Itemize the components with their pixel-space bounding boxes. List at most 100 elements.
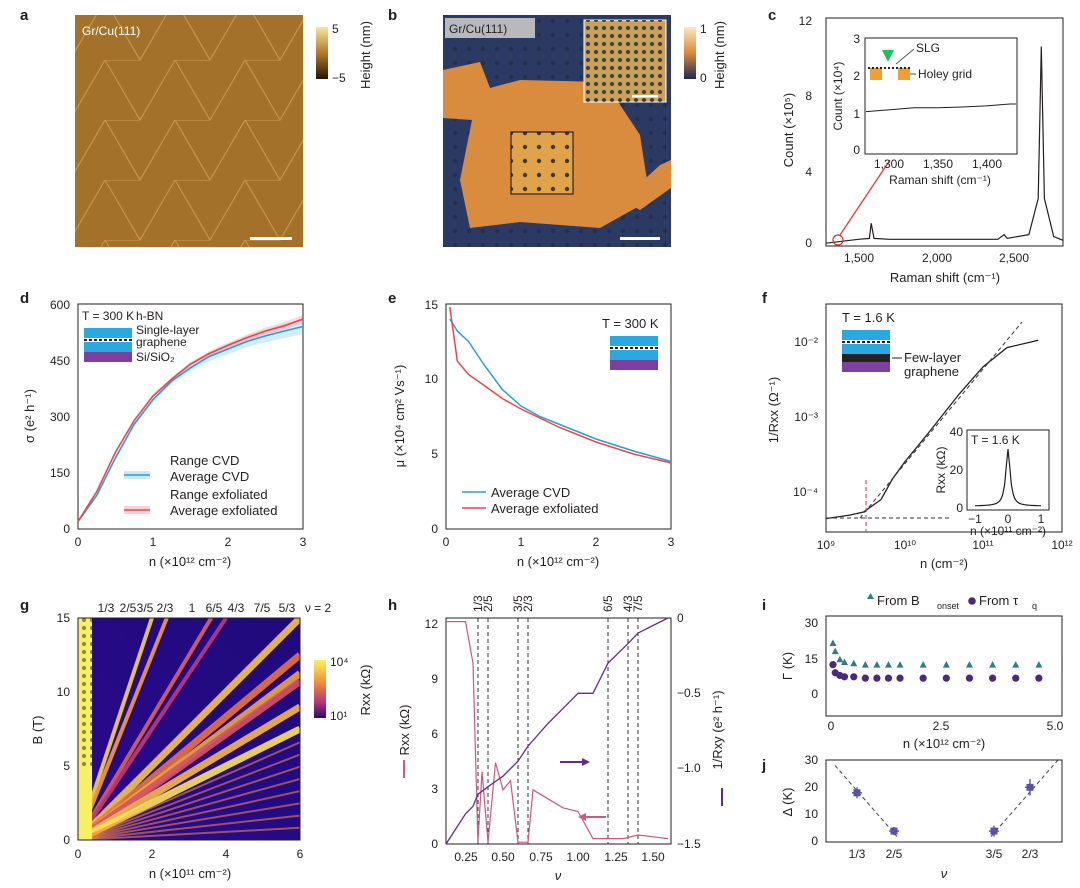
- i-ytick-0: 0: [811, 687, 818, 701]
- j-xtick-3: 2/3: [1022, 847, 1039, 861]
- i-point-bonset: [873, 661, 881, 668]
- d-legend-0: Range CVD: [170, 453, 239, 468]
- sample-label-bg-b: [445, 18, 535, 38]
- f-xtick-0: 10⁹: [817, 538, 836, 552]
- e-xtick-3: 3: [668, 535, 675, 549]
- c-xtick-0: 1,500: [844, 251, 874, 265]
- f-inset-xtick-2: 1: [1038, 512, 1045, 526]
- h-ytick-r-0: 0: [677, 611, 684, 625]
- graphene-flake-b2: [622, 160, 671, 210]
- i-point-bonset: [831, 647, 839, 655]
- f-stack-sio2: [842, 362, 890, 372]
- g-top-label: 2/3: [157, 601, 174, 615]
- f-xlabel: n (cm⁻²): [920, 556, 968, 571]
- h-top-label: 2/3: [521, 595, 535, 612]
- scale-bar-a: [250, 237, 292, 240]
- e-ytick-2: 10: [425, 372, 439, 386]
- c-inset-xtick-2: 1,400: [972, 157, 1002, 171]
- i-point-bonset: [829, 639, 837, 647]
- h-xtick-2: 0.75: [529, 850, 553, 864]
- cbar-a-top: 5: [332, 22, 339, 36]
- f-conductance-line: [825, 339, 1039, 520]
- d-xlabel: n (×10¹² cm⁻²): [149, 554, 231, 569]
- c-inset-ytick-1: 1: [853, 107, 860, 121]
- d-ytick-4: 600: [50, 298, 70, 312]
- g-fan-ray: [78, 678, 300, 840]
- i-point-bonset: [850, 659, 858, 667]
- j-xlabel: ν: [941, 866, 948, 881]
- c-inset-xtick-0: 1,300: [874, 157, 904, 171]
- i-legend-1-sub: q: [1032, 601, 1037, 611]
- g-xtick-2: 4: [223, 847, 230, 861]
- g-xtick-3: 6: [297, 847, 304, 861]
- h-rxx-line: [446, 621, 669, 843]
- d-stack-slg-label2: graphene: [136, 335, 187, 349]
- f-temp: T = 1.6 K: [842, 310, 895, 325]
- g-fan-low: [78, 814, 300, 840]
- f-ytick-0: 10⁻²: [794, 335, 818, 349]
- panel-label-a: a: [20, 7, 29, 24]
- c-ytick-2: 8: [805, 89, 812, 103]
- axes-frame-i: [825, 615, 1063, 717]
- h-rxy-line: [445, 617, 669, 845]
- g-fan-ray: [78, 725, 300, 840]
- h-xtick-1: 0.50: [491, 850, 515, 864]
- g-ytick-2: 10: [57, 685, 71, 699]
- h-ytick-l-3: 9: [431, 672, 438, 686]
- d-stack-slg-label1: Single-layer: [136, 323, 199, 337]
- i-xtick-2: 5.0: [1047, 719, 1064, 733]
- d-xtick-1: 1: [150, 535, 157, 549]
- d-average-cvd-line: [77, 325, 304, 522]
- d-legend-2: Range exfoliated: [170, 487, 268, 502]
- d-stack-hbn-label: h-BN: [136, 309, 163, 323]
- d-temp: T = 300 K: [82, 309, 134, 323]
- colorbar-g: [314, 660, 326, 718]
- panel-label-h: h: [388, 597, 397, 614]
- g-top-label: 3/5: [137, 601, 154, 615]
- j-ytick-3: 30: [805, 753, 819, 767]
- j-point: [853, 789, 861, 797]
- h-filling-lines: [477, 618, 639, 844]
- g-top-label: 1: [189, 601, 196, 615]
- h-arrowhead-right: [582, 758, 590, 766]
- h-xtick-0: 0.25: [454, 850, 478, 864]
- g-ytick-3: 15: [57, 611, 71, 625]
- g-fan-ray: [78, 618, 213, 840]
- panel-e: e 0 5 10 15 0 1 2 3 n (×10¹² cm⁻²) μ (×1…: [388, 290, 675, 569]
- panel-f: f 10⁻² 10⁻³ 10⁻⁴ 10⁹ 10¹⁰ 10¹¹ 10¹² n (c…: [762, 290, 1073, 571]
- h-ylabel-left: Rxx (kΩ): [397, 705, 412, 756]
- e-ytick-1: 5: [431, 447, 438, 461]
- j-xtick-0: 1/3: [849, 847, 866, 861]
- j-gap-points: [834, 759, 1059, 837]
- e-stack-sio2: [610, 360, 658, 370]
- i-point-tauq: [884, 674, 893, 682]
- i-legend-1: From τ: [979, 593, 1019, 608]
- d-xtick-3: 3: [300, 535, 307, 549]
- panel-label-i: i: [762, 597, 766, 614]
- g-ylabel: B (T): [30, 716, 45, 745]
- panel-label-e: e: [388, 290, 396, 307]
- i-point-tauq: [861, 674, 869, 682]
- i-point-tauq: [988, 674, 997, 682]
- i-point-bonset: [942, 661, 950, 668]
- i-ytick-1: 15: [805, 652, 819, 666]
- c-ytick-0: 0: [805, 236, 812, 250]
- f-inset-xlabel: n (×10¹¹ cm⁻²): [970, 524, 1046, 538]
- g-top-label: 4/3: [228, 601, 245, 615]
- h-ytick-r-1: −0.5: [677, 686, 701, 700]
- f-inset-ytick-0: 0: [956, 501, 963, 515]
- h-top-label: 7/5: [631, 595, 645, 612]
- d-ytick-1: 150: [50, 466, 70, 480]
- i-point-bonset: [1035, 661, 1043, 668]
- g-top-label: 7/5: [254, 601, 271, 615]
- e-xtick-2: 2: [593, 535, 600, 549]
- c-inset-xtick-1: 1,350: [923, 157, 953, 171]
- i-legend-circle-icon: [968, 597, 976, 605]
- g-noise-strip: [78, 618, 92, 768]
- moire-texture: [75, 15, 303, 247]
- d-stack-sio2: [84, 352, 132, 362]
- j-xtick-1: 2/5: [886, 847, 903, 861]
- g-filling-labels: 1/3 2/5 3/5 2/3 1 6/5 4/3 7/5 5/3 ν = 2: [98, 601, 332, 615]
- i-point-bonset: [861, 661, 869, 668]
- j-point: [890, 827, 898, 835]
